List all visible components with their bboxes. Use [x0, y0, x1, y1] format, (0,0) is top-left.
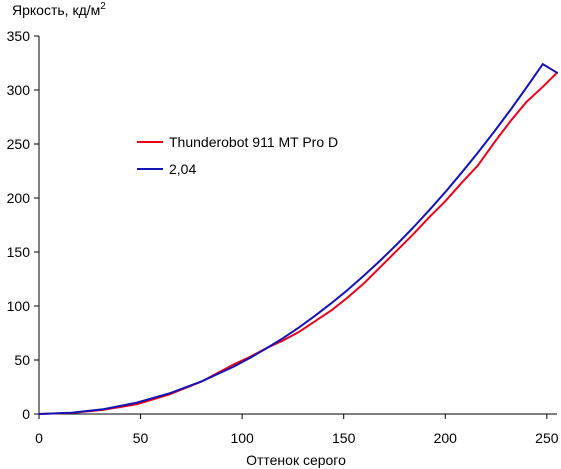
x-tick-label: 150 [332, 430, 356, 446]
x-tick-label: 250 [535, 430, 559, 446]
y-tick-label: 100 [7, 298, 31, 314]
x-axis-ticks: 0 50 100 150 200 250 [35, 414, 559, 446]
y-axis-ticks: 0 50 100 150 200 250 300 350 [7, 28, 39, 422]
y-tick-label: 350 [7, 28, 31, 44]
series-line-2 [38, 63, 558, 415]
x-tick-label: 100 [230, 430, 254, 446]
y-tick-label: 50 [14, 352, 30, 368]
y-tick-label: 150 [7, 244, 31, 260]
x-tick-label: 0 [35, 430, 43, 446]
x-tick-label: 50 [133, 430, 149, 446]
legend: Thunderobot 911 MT Pro D 2,04 [137, 134, 338, 177]
y-axis-title-text: Яркость, кд/м [12, 2, 100, 18]
series-lines [38, 63, 558, 415]
series-line-1 [38, 71, 558, 415]
x-axis-title: Оттенок серого [246, 452, 346, 468]
y-axis-title-superscript: 2 [100, 1, 106, 12]
x-tick-label: 200 [434, 430, 458, 446]
legend-label-2: 2,04 [169, 161, 196, 177]
y-tick-label: 300 [7, 82, 31, 98]
plot-area: 0 50 100 150 200 250 300 350 0 50 100 150 200 250 [7, 28, 559, 446]
y-axis-title: Яркость, кд/м2 [12, 1, 106, 18]
y-tick-label: 0 [22, 406, 30, 422]
legend-label-1: Thunderobot 911 MT Pro D [169, 134, 338, 150]
y-tick-label: 250 [7, 136, 31, 152]
y-tick-label: 200 [7, 190, 31, 206]
